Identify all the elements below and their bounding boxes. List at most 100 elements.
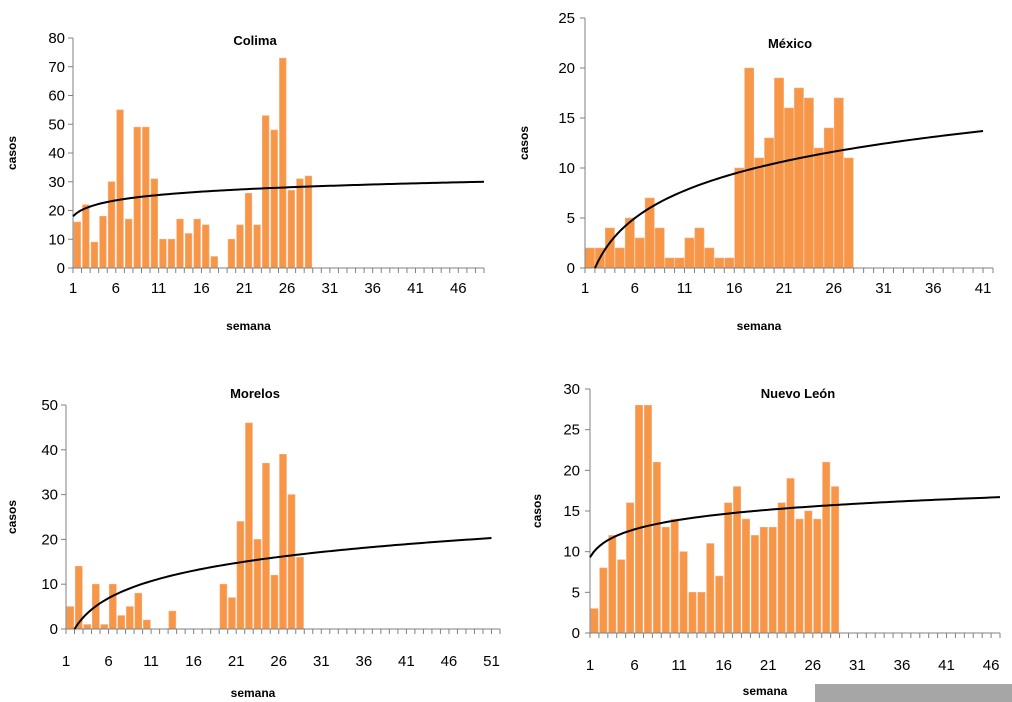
bar-morelos-26 bbox=[279, 453, 287, 630]
y-tick-label: 15 bbox=[563, 503, 580, 520]
x-tick-label: 36 bbox=[355, 653, 372, 670]
bar-morelos-13 bbox=[168, 610, 177, 630]
bar-méxico-20 bbox=[774, 77, 784, 269]
bar-nuevo-león-24 bbox=[795, 518, 804, 634]
bar-méxico-24 bbox=[813, 147, 824, 269]
y-tick-label: 70 bbox=[48, 59, 65, 76]
y-tick-label: 0 bbox=[50, 621, 58, 638]
bar-méxico-16 bbox=[734, 167, 745, 269]
y-tick-label: 40 bbox=[48, 145, 65, 162]
bar-colima-2 bbox=[82, 204, 90, 269]
y-tick-label: 20 bbox=[48, 203, 65, 220]
bar-méxico-23 bbox=[804, 97, 814, 269]
bar-morelos-21 bbox=[236, 521, 245, 630]
y-tick-label: 10 bbox=[558, 160, 575, 177]
bar-colima-15 bbox=[193, 218, 201, 269]
y-tick-label: 50 bbox=[48, 116, 65, 133]
bar-morelos-3 bbox=[83, 624, 92, 630]
x-tick-label: 11 bbox=[677, 280, 693, 297]
y-tick-label: 50 bbox=[41, 397, 58, 414]
bar-nuevo-león-20 bbox=[759, 526, 768, 634]
bar-morelos-19 bbox=[219, 583, 228, 630]
bar-nuevo-león-9 bbox=[661, 526, 670, 634]
bar-méxico-19 bbox=[764, 137, 774, 269]
x-tick-label: 26 bbox=[804, 657, 821, 674]
x-tick-label: 16 bbox=[185, 653, 202, 670]
x-tick-label: 21 bbox=[236, 280, 253, 297]
bar-nuevo-león-12 bbox=[688, 592, 697, 634]
x-tick-label: 1 bbox=[586, 657, 594, 674]
x-tick-label: 46 bbox=[441, 653, 458, 670]
bar-nuevo-león-26 bbox=[813, 518, 822, 634]
y-axis-label: casos bbox=[5, 136, 19, 170]
x-axis-label: semana bbox=[231, 686, 276, 700]
x-tick-label: 11 bbox=[671, 657, 687, 674]
bar-méxico-13 bbox=[704, 247, 715, 269]
y-tick-label: 20 bbox=[558, 60, 575, 77]
bar-nuevo-león-3 bbox=[608, 535, 617, 634]
bar-morelos-5 bbox=[100, 624, 109, 630]
x-tick-label: 11 bbox=[143, 653, 159, 670]
bar-colima-24 bbox=[270, 129, 278, 269]
x-axis-label: semana bbox=[737, 319, 782, 333]
y-tick-label: 0 bbox=[572, 625, 580, 642]
x-tick-label: 46 bbox=[450, 280, 467, 297]
bar-nuevo-león-10 bbox=[670, 518, 679, 634]
bar-nuevo-león-25 bbox=[804, 510, 813, 634]
bar-colima-3 bbox=[90, 241, 99, 269]
trendline bbox=[594, 130, 984, 269]
y-tick-label: 10 bbox=[563, 544, 580, 561]
x-axis-label: semana bbox=[743, 684, 788, 698]
bar-morelos-9 bbox=[134, 592, 143, 630]
x-tick-label: 26 bbox=[279, 280, 296, 297]
bar-méxico-1 bbox=[585, 247, 595, 269]
y-tick-label: 40 bbox=[41, 442, 58, 459]
x-tick-label: 16 bbox=[193, 280, 210, 297]
bar-colima-25 bbox=[279, 57, 287, 269]
bar-nuevo-león-1 bbox=[590, 608, 599, 634]
bar-colima-22 bbox=[253, 224, 261, 269]
bar-colima-20 bbox=[236, 224, 244, 269]
bar-colima-27 bbox=[296, 178, 304, 269]
y-tick-label: 10 bbox=[41, 576, 58, 593]
bar-nuevo-león-19 bbox=[750, 535, 759, 634]
x-tick-label: 41 bbox=[407, 280, 424, 297]
bar-colima-10 bbox=[150, 178, 158, 269]
bar-nuevo-león-18 bbox=[742, 518, 750, 634]
y-tick-label: 5 bbox=[572, 584, 580, 601]
bar-nuevo-león-11 bbox=[679, 551, 688, 634]
x-tick-label: 16 bbox=[726, 280, 743, 297]
bar-nuevo-león-17 bbox=[733, 486, 742, 634]
bar-colima-13 bbox=[176, 218, 184, 269]
bar-nuevo-león-27 bbox=[822, 461, 831, 634]
bar-nuevo-león-4 bbox=[617, 559, 626, 634]
bar-nuevo-león-6 bbox=[635, 404, 643, 634]
x-tick-label: 21 bbox=[776, 280, 793, 297]
bar-méxico-9 bbox=[664, 257, 675, 269]
x-tick-label: 6 bbox=[631, 280, 639, 297]
bar-colima-17 bbox=[210, 256, 218, 269]
bar-colima-14 bbox=[184, 233, 193, 269]
bar-nuevo-león-23 bbox=[786, 478, 795, 634]
bar-morelos-23 bbox=[253, 539, 262, 630]
y-tick-label: 0 bbox=[57, 260, 65, 277]
bar-méxico-11 bbox=[684, 237, 695, 269]
bar-colima-12 bbox=[167, 238, 176, 269]
bar-colima-5 bbox=[107, 181, 116, 269]
x-tick-label: 46 bbox=[983, 657, 1000, 674]
x-tick-label: 26 bbox=[270, 653, 287, 670]
x-tick-label: 26 bbox=[825, 280, 842, 297]
x-tick-label: 36 bbox=[894, 657, 911, 674]
y-tick-label: 0 bbox=[567, 260, 575, 277]
x-axis-label: semana bbox=[226, 319, 271, 333]
y-tick-label: 25 bbox=[558, 10, 575, 27]
bar-morelos-20 bbox=[228, 597, 236, 630]
bar-colima-11 bbox=[159, 238, 167, 269]
y-axis-label: casos bbox=[5, 500, 19, 534]
x-tick-label: 1 bbox=[62, 653, 70, 670]
bar-méxico-27 bbox=[843, 157, 854, 269]
bar-nuevo-león-2 bbox=[599, 567, 608, 634]
x-tick-label: 21 bbox=[760, 657, 777, 674]
bar-colima-21 bbox=[244, 192, 253, 269]
